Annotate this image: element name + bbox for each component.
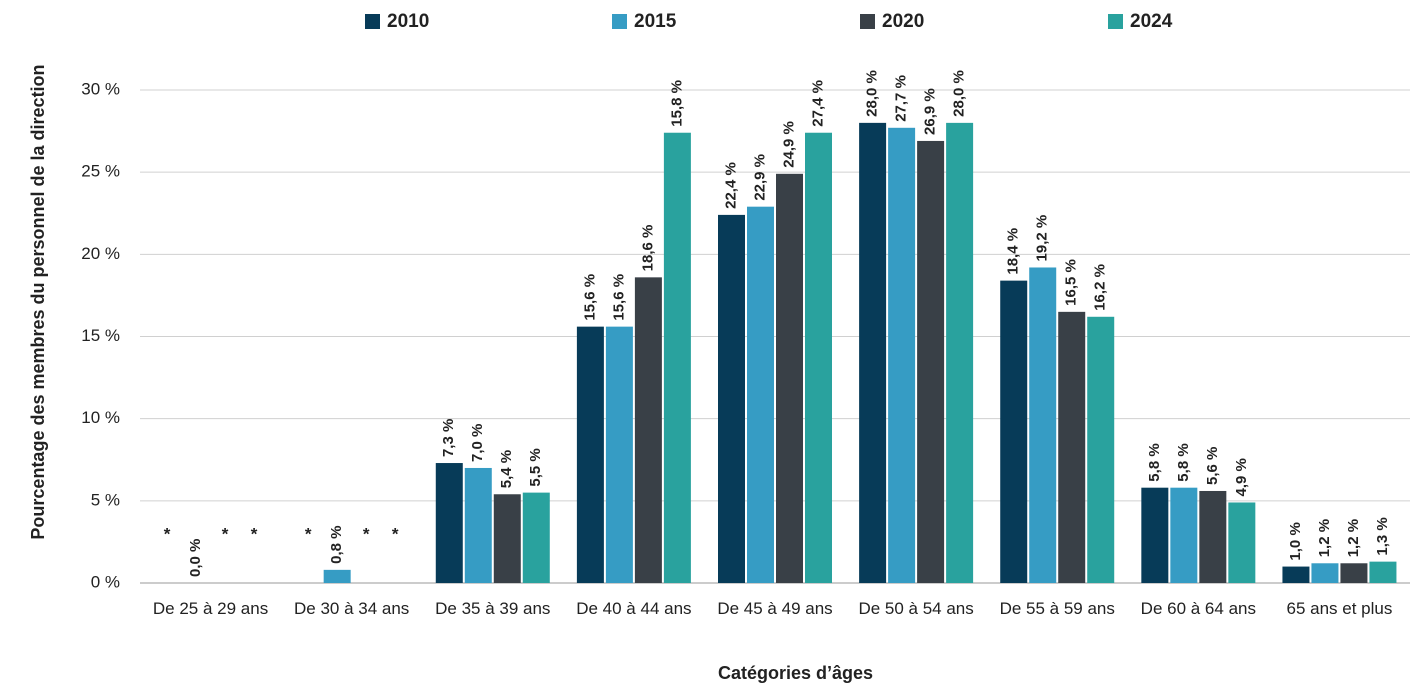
value-label: 5,6 % (1204, 447, 1221, 485)
bar (1087, 316, 1115, 583)
legend-label: 2020 (882, 11, 924, 32)
value-label: 18,6 % (639, 225, 656, 272)
value-label: 16,5 % (1063, 259, 1080, 306)
y-tick-label: 30 % (81, 79, 120, 98)
value-label: * (251, 524, 258, 543)
x-tick-label: De 40 à 44 ans (576, 599, 692, 618)
legend-label: 2010 (387, 11, 429, 32)
bar (493, 494, 521, 583)
y-tick-label: 25 % (81, 162, 120, 181)
value-label: 1,2 % (1345, 519, 1362, 557)
bar (1282, 566, 1310, 583)
value-label: 22,9 % (751, 154, 768, 201)
value-label: 15,6 % (581, 274, 598, 321)
legend-swatch (612, 14, 627, 29)
bar (917, 140, 945, 583)
y-tick-label: 15 % (81, 326, 120, 345)
legend-swatch (860, 14, 875, 29)
value-label: 7,3 % (440, 419, 457, 457)
legend-label: 2024 (1130, 11, 1173, 32)
value-label: 24,9 % (780, 121, 797, 168)
bar (1141, 487, 1169, 583)
y-tick-label: 0 % (91, 572, 120, 591)
bar (1340, 563, 1368, 583)
value-label: 1,2 % (1316, 519, 1333, 557)
bar (605, 326, 633, 583)
value-label: 0,8 % (328, 525, 345, 563)
value-label: 19,2 % (1034, 215, 1051, 262)
bar (1170, 487, 1198, 583)
value-label: 1,3 % (1374, 517, 1391, 555)
bar (859, 122, 887, 583)
legend-label: 2015 (634, 11, 677, 32)
value-label: * (363, 524, 370, 543)
bar (634, 277, 662, 583)
bar (522, 492, 550, 583)
value-label: 18,4 % (1005, 228, 1022, 275)
x-tick-label: De 55 à 59 ans (999, 599, 1115, 618)
bar (323, 569, 351, 583)
bar (1228, 502, 1256, 583)
value-label: 15,6 % (610, 274, 627, 321)
value-label: * (305, 524, 312, 543)
y-tick-label: 5 % (91, 490, 120, 509)
y-tick-label: 10 % (81, 408, 120, 427)
x-tick-label: De 30 à 34 ans (294, 599, 410, 618)
x-tick-label: De 45 à 49 ans (717, 599, 833, 618)
bar (1058, 311, 1086, 583)
legend-swatch (365, 14, 380, 29)
x-tick-label: De 60 à 64 ans (1140, 599, 1256, 618)
value-label: 16,2 % (1092, 264, 1109, 311)
bar (888, 127, 916, 584)
bar (1029, 267, 1057, 583)
value-label: 26,9 % (922, 88, 939, 135)
x-axis-title: Catégories d’âges (717, 663, 874, 683)
bar (663, 132, 691, 583)
value-label: 5,8 % (1146, 443, 1163, 481)
value-label: 22,4 % (722, 162, 739, 209)
value-label: 28,0 % (951, 70, 968, 117)
value-label: 5,8 % (1175, 443, 1192, 481)
bar (747, 206, 774, 583)
x-tick-label: De 35 à 39 ans (435, 599, 551, 618)
value-label: 4,9 % (1233, 458, 1250, 496)
value-label: 1,0 % (1287, 522, 1304, 560)
bar (805, 132, 832, 583)
value-label: 5,4 % (498, 450, 515, 488)
value-label: 28,0 % (864, 70, 881, 117)
x-tick-label: 65 ans et plus (1286, 599, 1393, 618)
value-label: 15,8 % (668, 80, 685, 127)
value-label: 5,5 % (527, 448, 544, 486)
y-tick-label: 20 % (81, 244, 120, 263)
bar (576, 326, 604, 583)
bar (464, 467, 492, 583)
bar (1000, 280, 1028, 583)
bar (946, 122, 974, 583)
value-label: 27,7 % (893, 75, 910, 122)
y-axis-title: Pourcentage des membres du personnel de … (28, 64, 48, 540)
value-label: 7,0 % (469, 424, 486, 462)
bar (718, 214, 745, 584)
bar (776, 173, 803, 583)
x-tick-label: De 25 à 29 ans (152, 599, 269, 618)
bar (1199, 490, 1227, 583)
bar (1369, 561, 1397, 583)
value-label: 27,4 % (809, 80, 826, 127)
bar (435, 463, 463, 583)
bar (1311, 563, 1339, 583)
value-label: 0,0 % (187, 539, 204, 577)
value-label: * (164, 524, 171, 543)
legend-swatch (1108, 14, 1123, 29)
value-label: * (392, 524, 399, 543)
value-label: * (222, 524, 229, 543)
x-tick-label: De 50 à 54 ans (858, 599, 974, 618)
